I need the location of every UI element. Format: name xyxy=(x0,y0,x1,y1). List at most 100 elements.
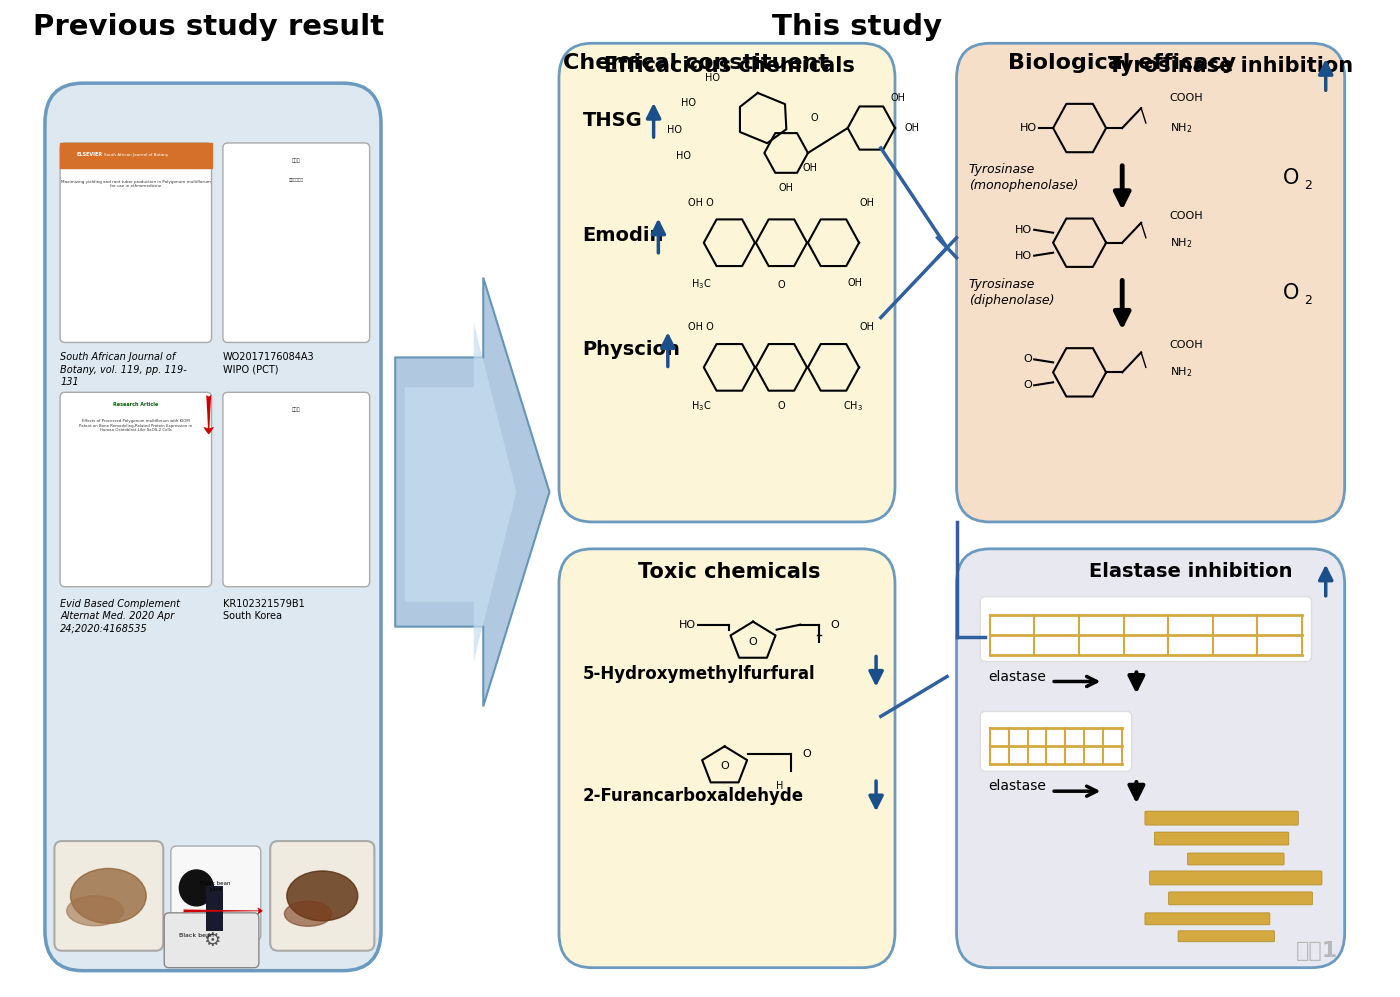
FancyBboxPatch shape xyxy=(1145,913,1270,925)
Text: NH$_2$: NH$_2$ xyxy=(1169,236,1191,249)
Text: 5-Hydroxymethylfurfural: 5-Hydroxymethylfurfural xyxy=(582,665,815,683)
FancyBboxPatch shape xyxy=(60,392,211,587)
Text: OH: OH xyxy=(860,197,875,207)
Text: elastase: elastase xyxy=(988,780,1046,794)
FancyBboxPatch shape xyxy=(223,392,370,587)
Text: 뉴스1: 뉴스1 xyxy=(1296,941,1338,961)
FancyBboxPatch shape xyxy=(980,597,1312,662)
Text: O: O xyxy=(777,401,785,412)
Text: COOH: COOH xyxy=(1169,93,1203,103)
FancyBboxPatch shape xyxy=(559,43,895,522)
Text: O: O xyxy=(802,750,811,760)
Text: O: O xyxy=(749,637,757,647)
Text: HO: HO xyxy=(1015,250,1032,260)
FancyBboxPatch shape xyxy=(1187,853,1284,865)
Ellipse shape xyxy=(284,901,332,926)
Text: Physcion: Physcion xyxy=(582,340,680,359)
Text: CH$_3$: CH$_3$ xyxy=(843,399,862,413)
FancyBboxPatch shape xyxy=(270,841,374,951)
Text: This study: This study xyxy=(771,13,942,41)
Text: HO: HO xyxy=(666,125,682,135)
Text: NH$_2$: NH$_2$ xyxy=(1169,121,1191,135)
Text: O: O xyxy=(1284,167,1299,187)
FancyBboxPatch shape xyxy=(1155,832,1289,845)
Text: Previous study result: Previous study result xyxy=(34,13,384,41)
Text: Black bean
juice: Black bean juice xyxy=(200,881,231,891)
FancyBboxPatch shape xyxy=(55,841,164,951)
Text: Tyrosinase
(diphenolase): Tyrosinase (diphenolase) xyxy=(969,278,1054,307)
Ellipse shape xyxy=(70,868,146,923)
FancyBboxPatch shape xyxy=(60,143,211,342)
Text: Black bean: Black bean xyxy=(179,933,214,938)
Text: South African Journal of Botany: South African Journal of Botany xyxy=(104,153,168,157)
FancyBboxPatch shape xyxy=(223,143,370,342)
Text: O: O xyxy=(1023,380,1032,390)
Text: Tyrosinase inhibition: Tyrosinase inhibition xyxy=(1107,56,1354,76)
Text: HO: HO xyxy=(1015,224,1032,234)
Text: ⚙: ⚙ xyxy=(203,931,220,950)
FancyBboxPatch shape xyxy=(956,549,1344,968)
FancyBboxPatch shape xyxy=(559,549,895,968)
FancyArrowPatch shape xyxy=(183,907,263,914)
FancyBboxPatch shape xyxy=(1177,931,1274,942)
Text: O: O xyxy=(1023,354,1032,364)
Text: 2-Furancarboxaldehyde: 2-Furancarboxaldehyde xyxy=(582,788,804,806)
Text: OH: OH xyxy=(890,93,906,103)
FancyBboxPatch shape xyxy=(171,846,260,941)
Text: NH$_2$: NH$_2$ xyxy=(1169,366,1191,379)
Bar xyxy=(206,886,223,931)
Text: O: O xyxy=(1284,282,1299,302)
Text: HO: HO xyxy=(682,98,696,108)
Text: Efficacious chemicals: Efficacious chemicals xyxy=(603,56,855,76)
FancyBboxPatch shape xyxy=(164,913,259,968)
Polygon shape xyxy=(405,322,517,662)
Text: THSG: THSG xyxy=(582,111,643,130)
Text: Tyrosinase
(monophenolase): Tyrosinase (monophenolase) xyxy=(969,164,1078,192)
Text: South African Journal of
Botany, vol. 119, pp. 119-
131: South African Journal of Botany, vol. 11… xyxy=(60,352,186,387)
Text: O: O xyxy=(777,279,785,289)
Text: O: O xyxy=(830,620,840,630)
Text: COOH: COOH xyxy=(1169,340,1203,350)
Text: HO: HO xyxy=(679,620,696,630)
Ellipse shape xyxy=(287,871,358,921)
FancyBboxPatch shape xyxy=(1145,812,1298,826)
Text: WO2017176084A3
WIPO (PCT): WO2017176084A3 WIPO (PCT) xyxy=(223,352,315,375)
FancyBboxPatch shape xyxy=(980,712,1131,772)
Text: O: O xyxy=(811,113,819,123)
FancyBboxPatch shape xyxy=(1149,871,1322,885)
Text: OH: OH xyxy=(904,123,920,133)
Text: H$_3$C: H$_3$C xyxy=(692,399,711,413)
Ellipse shape xyxy=(67,896,123,926)
Text: Effects of Processed Polygonum multiflorum with KIOM
Patent on Bone Remodeling-R: Effects of Processed Polygonum multiflor… xyxy=(80,419,192,433)
FancyBboxPatch shape xyxy=(1169,892,1312,905)
Circle shape xyxy=(179,870,213,906)
Text: ELSEVIER: ELSEVIER xyxy=(76,153,102,158)
Text: Emodin: Emodin xyxy=(582,226,664,245)
FancyArrowPatch shape xyxy=(203,395,214,435)
Text: Research Article: Research Article xyxy=(113,402,158,407)
Text: Maximizing yielding and root tuber production in Polygonum multiflorum
for use i: Maximizing yielding and root tuber produ… xyxy=(60,179,211,188)
Text: O: O xyxy=(720,762,729,772)
Text: Elastase inhibition: Elastase inhibition xyxy=(1089,562,1292,581)
Polygon shape xyxy=(395,277,549,707)
Text: HO: HO xyxy=(704,73,720,83)
Text: 특허청: 특허청 xyxy=(291,158,300,163)
Text: OH: OH xyxy=(860,322,875,332)
Text: Toxic chemicals: Toxic chemicals xyxy=(638,562,820,582)
Text: KR102321579B1
South Korea: KR102321579B1 South Korea xyxy=(223,599,305,621)
Text: Chemical constituent: Chemical constituent xyxy=(563,53,829,73)
Text: HO: HO xyxy=(1019,123,1037,133)
Text: 2: 2 xyxy=(1303,179,1312,192)
Bar xyxy=(60,143,211,167)
Text: OH: OH xyxy=(778,182,794,192)
Text: OH: OH xyxy=(847,277,862,287)
Text: 특허청: 특허청 xyxy=(291,407,300,412)
Text: OH O: OH O xyxy=(687,197,714,207)
Text: COOH: COOH xyxy=(1169,210,1203,220)
Text: Biological efficacy: Biological efficacy xyxy=(1008,53,1236,73)
FancyBboxPatch shape xyxy=(45,83,381,971)
Text: 공개특허공보: 공개특허공보 xyxy=(288,177,304,181)
Text: Evid Based Complement
Alternat Med. 2020 Apr
24;2020:4168535: Evid Based Complement Alternat Med. 2020… xyxy=(60,599,181,633)
FancyBboxPatch shape xyxy=(956,43,1344,522)
Text: H$_3$C: H$_3$C xyxy=(692,277,711,291)
